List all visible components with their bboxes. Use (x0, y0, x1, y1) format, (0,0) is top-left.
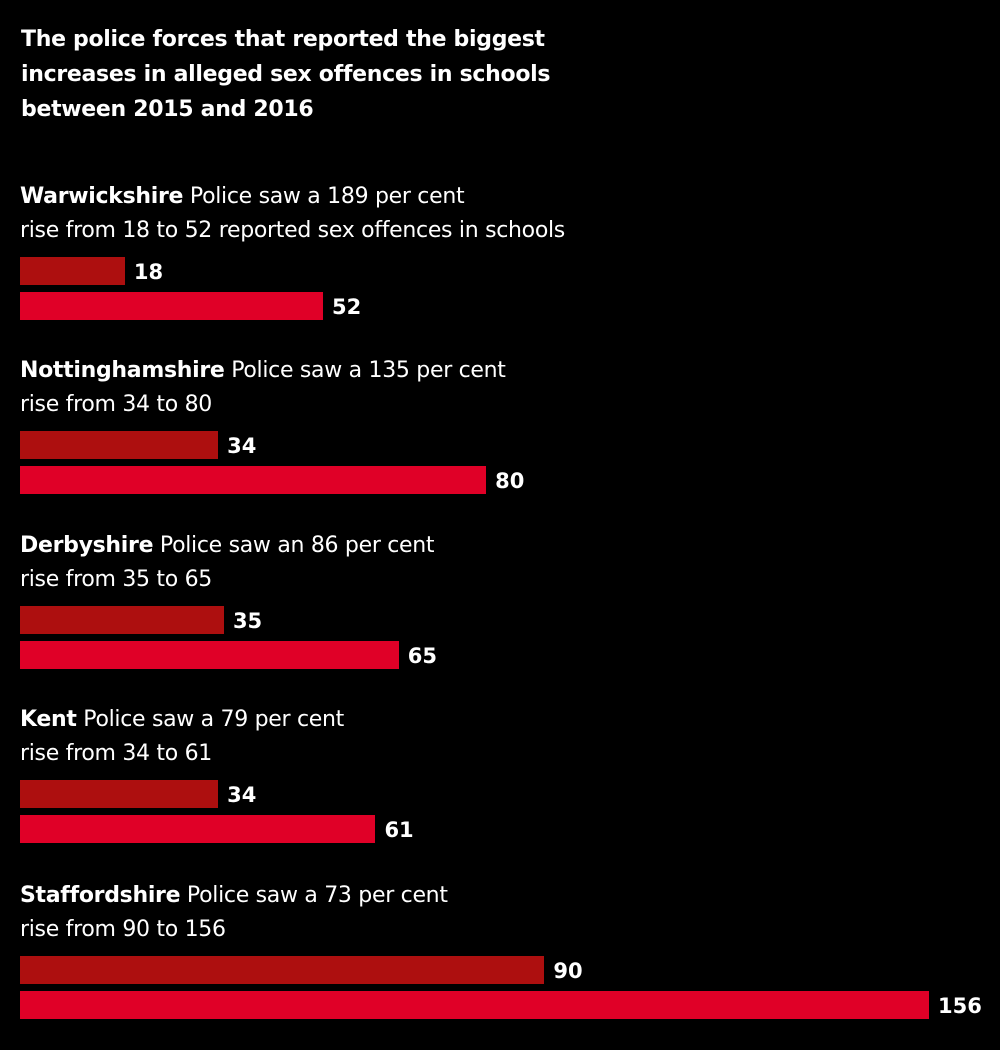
force-description: Nottinghamshire Police saw a 135 per cen… (20, 354, 506, 422)
bar-2016 (20, 641, 399, 669)
force-group: Nottinghamshire Police saw a 135 per cen… (20, 354, 990, 524)
force-name: Kent (20, 707, 77, 732)
value-label-2015: 35 (232, 609, 263, 633)
value-label-2015: 18 (133, 260, 164, 284)
force-name: Warwickshire (20, 184, 184, 209)
value-label-2015: 90 (553, 959, 583, 983)
bar-2016 (20, 292, 323, 320)
description-line2: rise from 34 to 61 (20, 741, 212, 766)
value-label-2016: 65 (407, 644, 437, 668)
force-description: Derbyshire Police saw an 86 per cent rise… (20, 529, 435, 597)
bar-2016 (20, 466, 487, 494)
value-label-2016: 80 (495, 469, 525, 493)
bar-2015 (20, 956, 545, 984)
force-name: Staffordshire (20, 883, 181, 908)
chart-title: The police forces that reported the bigg… (21, 27, 551, 122)
bar-2016 (20, 991, 929, 1019)
description-line1: Police saw a 135 per cent (224, 358, 506, 383)
description-line1: Police saw a 79 per cent (76, 707, 344, 732)
value-label-2016: 156 (938, 994, 982, 1018)
bar-2016 (20, 815, 376, 843)
description-line1: Police saw a 73 per cent (180, 883, 448, 908)
value-label-2016: 61 (384, 818, 414, 842)
force-group: Derbyshire Police saw an 86 per cent rise… (20, 529, 990, 699)
description-line1: Police saw an 86 per cent (153, 533, 435, 558)
description-line2: rise from 90 to 156 (20, 917, 226, 942)
force-name: Derbyshire (20, 533, 154, 558)
description-line2: rise from 18 to 52 reported sex offences… (20, 218, 565, 243)
description-line2: rise from 34 to 80 (20, 392, 212, 417)
force-description: Staffordshire Police saw a 73 per cent ri… (20, 879, 448, 947)
bar-2015 (20, 606, 224, 634)
bar-2015 (20, 780, 219, 808)
force-description: Kent Police saw a 79 per cent rise from 3… (20, 703, 344, 771)
force-group: Staffordshire Police saw a 73 per cent ri… (20, 879, 990, 1049)
description-line1: Police saw a 189 per cent (183, 184, 465, 209)
value-label-2015: 34 (227, 434, 257, 458)
bar-2015 (20, 257, 125, 285)
description-line2: rise from 35 to 65 (20, 567, 212, 592)
value-label-2016: 52 (332, 295, 362, 319)
bar-2015 (20, 431, 219, 459)
force-name: Nottinghamshire (20, 358, 225, 383)
force-group: Kent Police saw a 79 per cent rise from 3… (20, 703, 990, 873)
force-group: Warwickshire Police saw a 189 per cent ri… (20, 180, 990, 350)
value-label-2015: 34 (227, 783, 257, 807)
force-description: Warwickshire Police saw a 189 per cent ri… (20, 180, 565, 248)
